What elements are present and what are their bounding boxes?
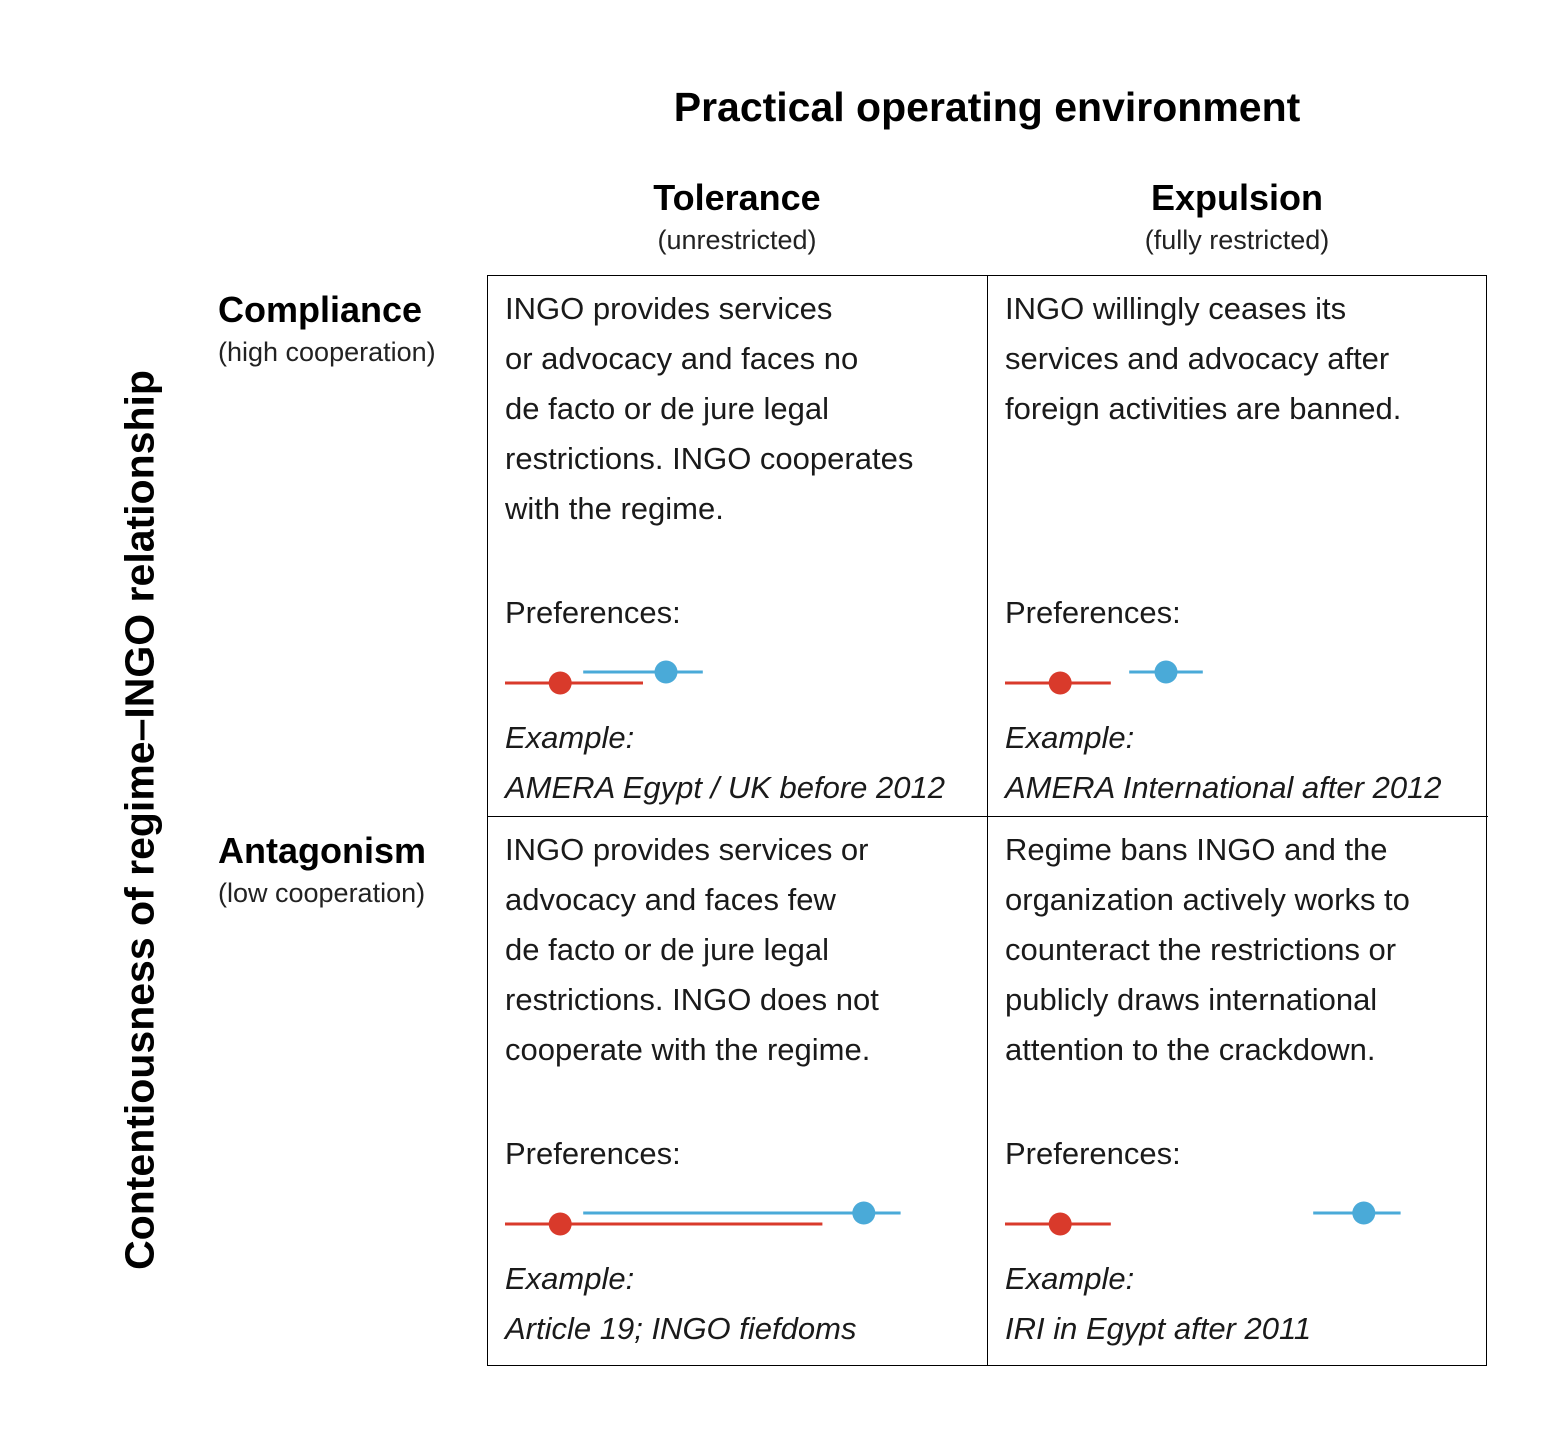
example-text: AMERA International after 2012 [1005, 770, 1442, 805]
example-block: Example: AMERA International after 2012 [1005, 713, 1475, 813]
ingo-ideal-point [654, 660, 678, 684]
example-label: Example: [1005, 1261, 1135, 1296]
cell-antagonism-tolerance: INGO provides services or advocacy and f… [488, 817, 988, 1366]
row-header-compliance: Compliance (high cooperation) [218, 286, 480, 370]
column-header-expulsion: Expulsion (fully restricted) [987, 174, 1487, 258]
typology-matrix: INGO provides services or advocacy and f… [487, 275, 1488, 1366]
cell-description: INGO willingly ceases its services and a… [1005, 291, 1402, 426]
regime-ideal-point [548, 671, 572, 695]
example-text: Article 19; INGO fiefdoms [505, 1311, 857, 1346]
ingo-ideal-point [1352, 1201, 1376, 1225]
preferences-diagram [505, 660, 703, 695]
top-axis-title: Practical operating environment [673, 84, 1301, 130]
column-header-tolerance: Tolerance (unrestricted) [487, 174, 987, 258]
example-label: Example: [505, 720, 635, 755]
cell-antagonism-expulsion: Regime bans INGO and the organization ac… [988, 817, 1488, 1366]
preferences-diagram [505, 1201, 901, 1236]
example-text: AMERA Egypt / UK before 2012 [505, 770, 945, 805]
preferences-label: Preferences: [1005, 595, 1181, 630]
regime-ideal-point [548, 1212, 572, 1236]
column-header-subtitle: (fully restricted) [1144, 224, 1330, 255]
row-header-antagonism: Antagonism (low cooperation) [218, 827, 480, 911]
ingo-ideal-point [852, 1201, 876, 1225]
row-header-subtitle: (low cooperation) [218, 877, 426, 908]
cell-description: Regime bans INGO and the organization ac… [1005, 832, 1410, 1067]
example-label: Example: [505, 1261, 635, 1296]
example-block: Example: Article 19; INGO fiefdoms [505, 1254, 975, 1354]
preferences-diagram [1005, 660, 1203, 695]
cell-description: INGO provides services or advocacy and f… [505, 291, 914, 526]
y-axis-title: Contentiousness of regime–INGO relations… [116, 370, 163, 1270]
cell-compliance-tolerance: INGO provides services or advocacy and f… [488, 276, 988, 817]
preferences-diagram [1005, 1201, 1401, 1236]
cell-compliance-expulsion: INGO willingly ceases its services and a… [988, 276, 1488, 817]
regime-ideal-point [1048, 671, 1072, 695]
cell-description: INGO provides services or advocacy and f… [505, 832, 879, 1067]
example-block: Example: AMERA Egypt / UK before 2012 [505, 713, 975, 813]
example-text: IRI in Egypt after 2011 [1005, 1311, 1312, 1346]
example-label: Example: [1005, 720, 1135, 755]
column-header-name: Tolerance [653, 177, 821, 218]
row-header-name: Compliance [218, 289, 423, 330]
row-header-subtitle: (high cooperation) [218, 336, 436, 367]
ingo-ideal-point [1154, 660, 1178, 684]
example-block: Example: IRI in Egypt after 2011 [1005, 1254, 1475, 1354]
column-header-name: Expulsion [1150, 177, 1324, 218]
preferences-label: Preferences: [1005, 1136, 1181, 1171]
column-header-subtitle: (unrestricted) [657, 224, 817, 255]
row-header-name: Antagonism [218, 830, 427, 871]
preferences-label: Preferences: [505, 1136, 681, 1171]
preferences-label: Preferences: [505, 595, 681, 630]
regime-ideal-point [1048, 1212, 1072, 1236]
